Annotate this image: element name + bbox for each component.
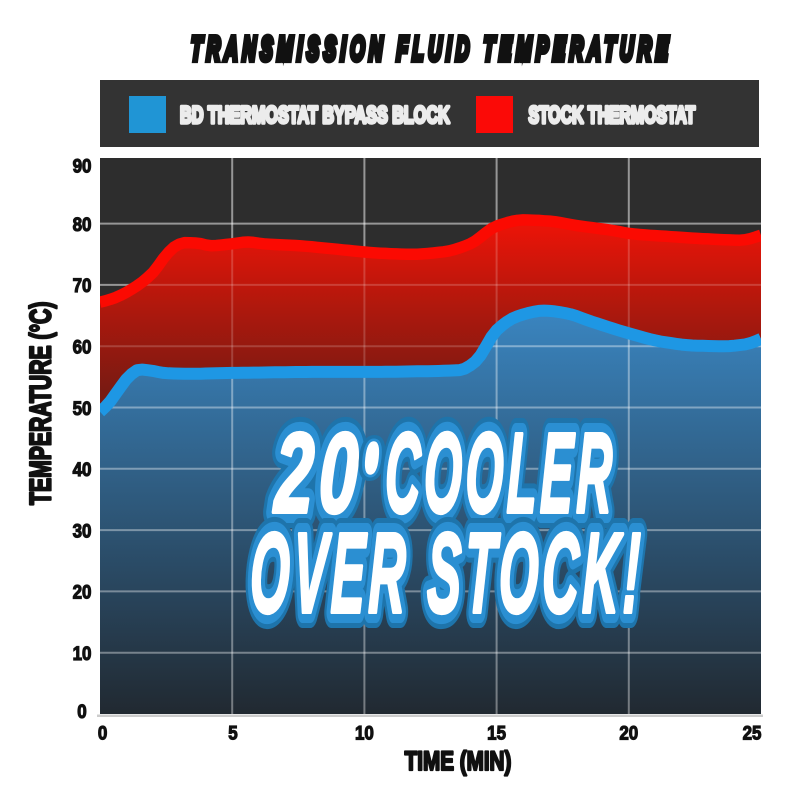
- svg-text:TRANSMISSION FLUID TEMPERATURE: TRANSMISSION FLUID TEMPERATURE: [190, 30, 673, 67]
- svg-text:90: 90: [73, 154, 92, 176]
- svg-text:5: 5: [228, 721, 237, 743]
- svg-text:20: 20: [272, 410, 366, 537]
- svg-text:STOCK THERMOSTAT: STOCK THERMOSTAT: [529, 103, 696, 129]
- svg-text:15: 15: [487, 721, 506, 743]
- svg-text:10: 10: [73, 642, 92, 664]
- svg-text:OVER STOCK!: OVER STOCK!: [249, 510, 646, 637]
- svg-text:0: 0: [98, 721, 107, 743]
- svg-text:25: 25: [743, 721, 762, 743]
- svg-text:20: 20: [619, 721, 638, 743]
- svg-text:30: 30: [73, 519, 92, 541]
- svg-text:40: 40: [73, 458, 92, 480]
- svg-text:TIME (MIN): TIME (MIN): [405, 747, 512, 777]
- svg-text:20: 20: [272, 410, 366, 537]
- svg-text:COOLER: COOLER: [384, 411, 617, 537]
- svg-text:10: 10: [355, 721, 374, 743]
- svg-text:80: 80: [73, 213, 92, 235]
- svg-text:COOLER: COOLER: [384, 411, 617, 537]
- svg-text:BD THERMOSTAT BYPASS BLOCK: BD THERMOSTAT BYPASS BLOCK: [180, 102, 450, 129]
- svg-text:50: 50: [73, 397, 92, 419]
- svg-text:OVER STOCK!: OVER STOCK!: [249, 510, 646, 637]
- svg-text:COOLER: COOLER: [384, 411, 617, 537]
- svg-text:20: 20: [73, 581, 92, 603]
- svg-text:OVER STOCK!: OVER STOCK!: [249, 510, 646, 637]
- svg-text:20: 20: [272, 410, 366, 537]
- svg-text:70: 70: [73, 274, 92, 296]
- svg-text:0: 0: [77, 700, 86, 722]
- svg-text:TEMPERATURE (°C): TEMPERATURE (°C): [25, 302, 57, 505]
- svg-text:60: 60: [73, 335, 92, 357]
